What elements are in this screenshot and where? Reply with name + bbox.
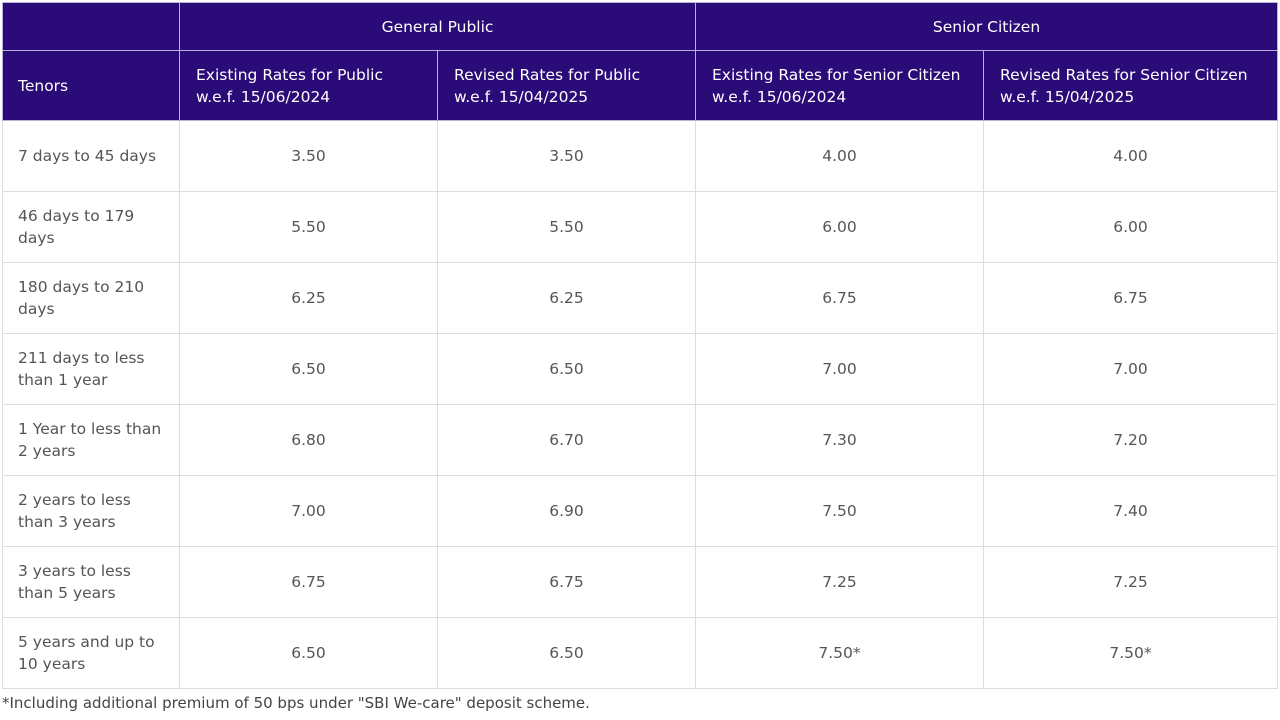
revised-senior-rate: 7.50* bbox=[983, 617, 1279, 689]
revised-public-rate: 6.70 bbox=[436, 404, 697, 476]
table-row: 46 days to 179 days 5.50 5.50 6.00 6.00 bbox=[2, 191, 1279, 263]
existing-senior-rate: 7.25 bbox=[695, 546, 985, 618]
tenor-cell: 7 days to 45 days bbox=[2, 120, 180, 192]
revised-senior-rate: 6.00 bbox=[983, 191, 1279, 263]
existing-public-rate: 6.50 bbox=[179, 333, 438, 405]
revised-senior-rate: 7.40 bbox=[983, 475, 1279, 547]
tenor-cell: 1 Year to less than 2 years bbox=[2, 404, 180, 476]
group-header-row: General Public Senior Citizen bbox=[2, 2, 1279, 51]
existing-senior-rate: 7.50 bbox=[695, 475, 985, 547]
empty-header-cell bbox=[2, 2, 180, 51]
table-row: 2 years to less than 3 years 7.00 6.90 7.50… bbox=[2, 475, 1279, 547]
fd-rates-table: General Public Senior Citizen Tenors Exi… bbox=[2, 2, 1279, 689]
existing-public-rate: 7.00 bbox=[179, 475, 438, 547]
tenor-cell: 5 years and up to 10 years bbox=[2, 617, 180, 689]
existing-public-rate: 5.50 bbox=[179, 191, 438, 263]
tenor-cell: 2 years to less than 3 years bbox=[2, 475, 180, 547]
tenor-cell: 46 days to 179 days bbox=[2, 191, 180, 263]
group-header-senior-citizen: Senior Citizen bbox=[695, 2, 1279, 51]
revised-senior-rate: 4.00 bbox=[983, 120, 1279, 192]
existing-senior-rate: 7.30 bbox=[695, 404, 985, 476]
revised-public-rate: 6.50 bbox=[436, 333, 697, 405]
footnote: *Including additional premium of 50 bps … bbox=[2, 694, 590, 712]
existing-senior-rate: 6.75 bbox=[695, 262, 985, 334]
existing-public-rate: 6.75 bbox=[179, 546, 438, 618]
existing-senior-rate: 7.00 bbox=[695, 333, 985, 405]
revised-public-rate: 5.50 bbox=[436, 191, 697, 263]
table-row: 211 days to less than 1 year 6.50 6.50 7.00… bbox=[2, 333, 1279, 405]
existing-senior-rate: 6.00 bbox=[695, 191, 985, 263]
revised-public-rate: 6.50 bbox=[436, 617, 697, 689]
revised-public-rate: 6.75 bbox=[436, 546, 697, 618]
table-row: 180 days to 210 days 6.25 6.25 6.75 6.75 bbox=[2, 262, 1279, 334]
existing-senior-rate: 7.50* bbox=[695, 617, 985, 689]
table-row: 1 Year to less than 2 years 6.80 6.70 7.30 7… bbox=[2, 404, 1279, 476]
revised-senior-rate: 6.75 bbox=[983, 262, 1279, 334]
column-header-row: Tenors Existing Rates for Public w.e.f. … bbox=[2, 50, 1279, 121]
revised-senior-rate: 7.20 bbox=[983, 404, 1279, 476]
existing-public-rate: 6.25 bbox=[179, 262, 438, 334]
column-header-revised-public: Revised Rates for Public w.e.f. 15/04/20… bbox=[436, 50, 697, 121]
tenor-cell: 180 days to 210 days bbox=[2, 262, 180, 334]
column-header-revised-senior: Revised Rates for Senior Citizen w.e.f. … bbox=[983, 50, 1279, 121]
revised-public-rate: 3.50 bbox=[436, 120, 697, 192]
existing-public-rate: 6.50 bbox=[179, 617, 438, 689]
column-header-existing-senior: Existing Rates for Senior Citizen w.e.f.… bbox=[695, 50, 985, 121]
table-row: 7 days to 45 days 3.50 3.50 4.00 4.00 bbox=[2, 120, 1279, 192]
tenor-cell: 211 days to less than 1 year bbox=[2, 333, 180, 405]
revised-senior-rate: 7.00 bbox=[983, 333, 1279, 405]
existing-public-rate: 3.50 bbox=[179, 120, 438, 192]
table-row: 3 years to less than 5 years 6.75 6.75 7.25… bbox=[2, 546, 1279, 618]
existing-senior-rate: 4.00 bbox=[695, 120, 985, 192]
tenor-cell: 3 years to less than 5 years bbox=[2, 546, 180, 618]
revised-public-rate: 6.90 bbox=[436, 475, 697, 547]
revised-senior-rate: 7.25 bbox=[983, 546, 1279, 618]
revised-public-rate: 6.25 bbox=[436, 262, 697, 334]
existing-public-rate: 6.80 bbox=[179, 404, 438, 476]
table-row: 5 years and up to 10 years 6.50 6.50 7.50* 7… bbox=[2, 617, 1279, 689]
group-header-general-public: General Public bbox=[178, 2, 697, 51]
column-header-tenors: Tenors bbox=[2, 50, 180, 121]
column-header-existing-public: Existing Rates for Public w.e.f. 15/06/2… bbox=[179, 50, 438, 121]
